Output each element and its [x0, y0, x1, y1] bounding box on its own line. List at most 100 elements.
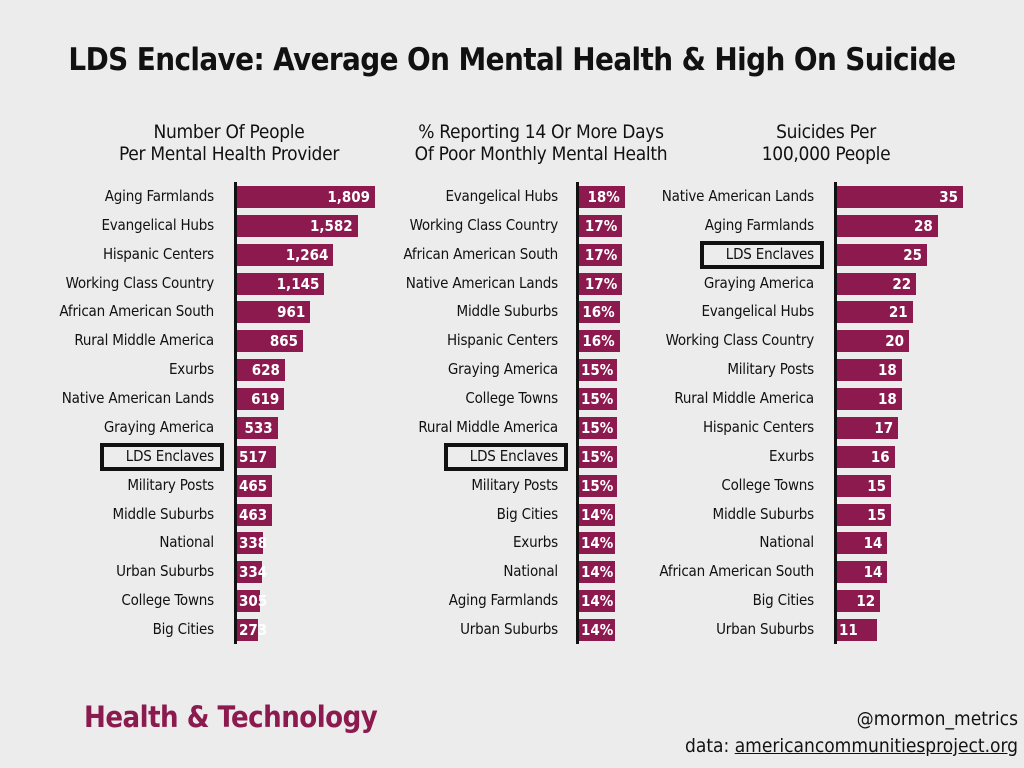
- category-label: LDS Enclaves: [469, 446, 558, 465]
- category-label: Native American Lands: [661, 187, 814, 205]
- value-label: 12: [856, 592, 876, 611]
- value-label: 517: [239, 447, 268, 466]
- category-label: Native American Lands: [61, 389, 214, 408]
- category-label: Rural Middle America: [74, 331, 214, 350]
- value-label: 338: [239, 534, 268, 553]
- subtitle-line: Suicides Per: [776, 121, 876, 143]
- value-label: 11: [839, 621, 858, 640]
- category-label: Exurbs: [512, 533, 558, 552]
- value-label: 14%: [581, 563, 614, 582]
- bar: [237, 619, 258, 642]
- category-label: Exurbs: [168, 360, 214, 379]
- value-label: 16%: [582, 303, 615, 322]
- category-label: Aging Farmlands: [104, 187, 214, 205]
- bar: [837, 214, 938, 237]
- category-label: Rural Middle America: [674, 389, 814, 408]
- highlight-box: [99, 442, 224, 471]
- source-prefix: data:: [685, 735, 735, 757]
- highlight-box: [443, 442, 568, 471]
- bar: [237, 561, 263, 584]
- category-label: Hispanic Centers: [102, 244, 214, 263]
- category-label: College Towns: [465, 389, 558, 408]
- subtitle-line: Of Poor Monthly Mental Health: [414, 143, 668, 165]
- category-label: Aging Farmlands: [448, 591, 558, 610]
- bar: [837, 388, 902, 411]
- category-label: LDS Enclaves: [125, 446, 214, 465]
- source-link[interactable]: americancommunitiesproject.org: [734, 735, 1018, 757]
- highlight-box: [699, 240, 824, 269]
- bar: [237, 214, 358, 237]
- category-label: Military Posts: [471, 475, 558, 494]
- bar: [237, 272, 325, 295]
- value-label: 865: [269, 332, 298, 351]
- category-label: National: [503, 562, 558, 581]
- axis-line: [576, 182, 579, 644]
- value-label: 305: [239, 592, 268, 611]
- category-label: College Towns: [121, 591, 214, 610]
- value-label: 14%: [581, 505, 614, 524]
- value-label: 533: [244, 418, 273, 437]
- value-label: 25: [903, 245, 922, 264]
- value-label: 16: [870, 447, 890, 466]
- handle: @mormon_metrics: [856, 708, 1018, 730]
- bar: [579, 388, 618, 411]
- value-label: 14: [863, 534, 883, 553]
- bar: [837, 532, 888, 555]
- subtitle-line: % Reporting 14 Or More Days: [418, 121, 664, 143]
- value-label: 15%: [581, 361, 614, 380]
- bar: [237, 330, 303, 353]
- category-label: Urban Suburbs: [116, 562, 214, 581]
- category-label: Graying America: [703, 273, 814, 292]
- value-label: 16%: [582, 332, 615, 351]
- category-label: Exurbs: [768, 446, 814, 465]
- bar: [579, 561, 615, 584]
- bar: [837, 590, 881, 613]
- value-label: 1,264: [285, 245, 329, 264]
- value-label: 273: [239, 621, 268, 640]
- category-label: Middle Suburbs: [712, 504, 815, 523]
- category-label: Urban Suburbs: [460, 620, 558, 639]
- category-label: Evangelical Hubs: [445, 187, 558, 205]
- bar: [837, 474, 891, 497]
- chart-subtitle: Number Of People Per Mental Health Provid…: [69, 121, 389, 165]
- bar: [579, 532, 615, 555]
- category-label: African American South: [659, 562, 814, 581]
- category-label: Evangelical Hubs: [701, 302, 814, 321]
- value-label: 14%: [581, 592, 614, 611]
- category-label: National: [159, 533, 214, 552]
- bar: [579, 186, 625, 208]
- category-label: College Towns: [721, 475, 814, 494]
- value-label: 21: [888, 303, 908, 322]
- bar: [837, 416, 899, 439]
- category-label: Big Cities: [752, 591, 815, 610]
- value-label: 334: [239, 563, 268, 582]
- bar: [837, 561, 888, 584]
- category-label: Middle Suburbs: [112, 504, 215, 523]
- page-title: LDS Enclave: Average On Mental Health & …: [68, 42, 956, 78]
- bar: [579, 590, 615, 613]
- category-label: Graying America: [447, 360, 558, 379]
- brand-label: Health & Technology: [84, 700, 378, 734]
- bar: [237, 301, 311, 324]
- category-label: LDS Enclaves: [725, 244, 814, 263]
- bar: [579, 445, 618, 468]
- category-label: Big Cities: [496, 504, 559, 523]
- bar: [579, 359, 618, 382]
- bar: [579, 416, 618, 439]
- value-label: 961: [277, 303, 306, 322]
- category-label: National: [759, 533, 814, 552]
- bar: [579, 619, 615, 642]
- bar: [237, 532, 263, 555]
- value-label: 1,145: [276, 274, 320, 293]
- bar: [579, 330, 620, 353]
- value-label: 17%: [584, 245, 618, 264]
- category-label: Hispanic Centers: [702, 417, 814, 436]
- value-label: 14: [863, 563, 883, 582]
- subtitle-line: 100,000 People: [761, 143, 891, 165]
- category-label: Rural Middle America: [418, 417, 558, 436]
- category-label: African American South: [59, 302, 214, 321]
- value-label: 1,582: [310, 216, 353, 235]
- bar: [837, 619, 877, 642]
- value-label: 15%: [581, 418, 614, 437]
- category-label: Aging Farmlands: [704, 215, 814, 234]
